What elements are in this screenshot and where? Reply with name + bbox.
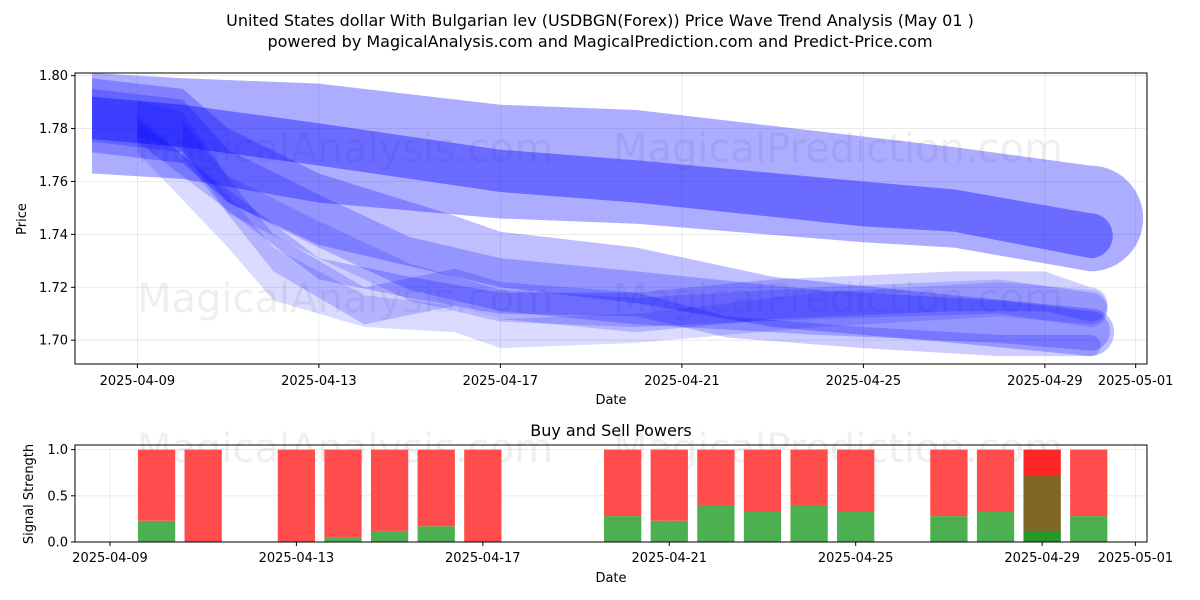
sell-power-bar (790, 449, 828, 506)
signal-y-tick-label: 0.0 (47, 536, 68, 551)
price-x-tick-label: 2025-05-01 (1098, 374, 1174, 389)
buy-power-bar (697, 505, 735, 542)
buy-power-bar (604, 516, 642, 542)
sell-power-bar (324, 449, 362, 538)
chart-title-line1: United States dollar With Bulgarian lev … (226, 11, 974, 30)
signal-x-tick-label: 2025-04-25 (818, 551, 894, 566)
watermark-analysis-top: MagicalAnalysis.com (137, 126, 553, 172)
signal-x-axis-label: Date (595, 571, 626, 586)
price-x-tick-label: 2025-04-13 (281, 374, 357, 389)
price-axes-frame (74, 72, 1148, 365)
price-wave-band (92, 96, 1113, 259)
signal-axes-frame (74, 444, 1148, 543)
price-wave-band (137, 120, 1101, 357)
price-panel: MagicalAnalysis.com MagicalPrediction.co… (15, 69, 1173, 408)
watermark-analysis-mid: MagicalAnalysis.com (137, 276, 553, 322)
sell-power-bar (137, 449, 176, 521)
signal-x-tick-label: 2025-05-01 (1098, 551, 1174, 566)
buy-power-bar (930, 516, 968, 542)
signal-bars (137, 449, 1108, 542)
signal-x-ticks: 2025-04-09 2025-04-13 2025-04-17 2025-04-21… (72, 542, 1173, 566)
price-x-tick-label: 2025-04-17 (463, 374, 539, 389)
sell-power-bar (976, 449, 1015, 512)
price-plot-area (75, 73, 1147, 364)
price-wave-bands (92, 73, 1144, 357)
signal-x-tick-label: 2025-04-29 (1004, 551, 1080, 566)
price-wave-band (92, 73, 1144, 272)
signal-y-tick-label: 1.0 (47, 443, 68, 458)
signal-x-tick-label: 2025-04-21 (631, 551, 707, 566)
price-y-tick-label: 1.78 (39, 122, 68, 137)
sell-power-bar (184, 449, 222, 542)
sell-power-bar (837, 449, 875, 512)
buy-power-overlay-bar (1023, 475, 1061, 542)
signal-y-axis-label: Signal Strength (22, 444, 37, 544)
signal-chart-title: Buy and Sell Powers (530, 421, 692, 440)
buy-power-bar (790, 505, 828, 542)
buy-power-bar (650, 520, 688, 542)
price-y-axis-label: Price (15, 203, 30, 235)
sell-power-bar (1070, 449, 1108, 517)
chart-title-line2: powered by MagicalAnalysis.com and Magic… (267, 32, 932, 51)
price-wave-band (137, 115, 1108, 349)
sell-power-bar (277, 449, 316, 542)
buy-power-bar (370, 530, 409, 542)
sell-power-bar (417, 449, 455, 527)
signal-panel: Buy and Sell Powers MagicalAnalysis.com … (22, 421, 1173, 586)
buy-power-bar (976, 511, 1015, 542)
price-wave-band (92, 78, 1115, 357)
signal-x-tick-label: 2025-04-09 (72, 551, 148, 566)
sell-power-bar (370, 449, 409, 531)
signal-y-tick-label: 0.5 (47, 489, 68, 504)
buy-power-bar (1070, 516, 1108, 542)
price-y-tick-label: 1.80 (39, 69, 68, 84)
sell-power-bar (743, 449, 782, 512)
watermark-prediction-top: MagicalPrediction.com (613, 126, 1063, 172)
price-x-tick-label: 2025-04-21 (644, 374, 720, 389)
price-x-tick-label: 2025-04-09 (100, 374, 176, 389)
sell-power-bar (650, 449, 688, 521)
price-x-axis-label: Date (595, 393, 626, 408)
price-x-ticks: 2025-04-09 2025-04-13 2025-04-17 2025-04-21… (100, 364, 1174, 389)
price-wave-band (137, 99, 1108, 327)
price-x-tick-label: 2025-04-29 (1007, 374, 1083, 389)
price-y-tick-label: 1.72 (39, 281, 68, 296)
price-wave-band (182, 120, 1108, 333)
buy-power-bar (324, 537, 362, 542)
watermark-prediction-mid: MagicalPrediction.com (613, 276, 1063, 322)
price-wave-band (92, 88, 1111, 351)
price-y-tick-label: 1.76 (39, 175, 68, 190)
price-watermarks: MagicalAnalysis.com MagicalPrediction.co… (137, 126, 1063, 322)
buy-power-bar (417, 526, 455, 542)
price-y-tick-label: 1.70 (39, 334, 68, 349)
sell-power-bar (604, 449, 642, 517)
buy-power-bar (137, 520, 176, 542)
price-gridlines (75, 73, 1147, 364)
signal-x-tick-label: 2025-04-17 (445, 551, 521, 566)
sell-power-bar (930, 449, 968, 517)
sell-power-bar (464, 449, 502, 542)
price-x-tick-label: 2025-04-25 (826, 374, 902, 389)
buy-power-bar (837, 511, 875, 542)
signal-y-ticks: 0.0 0.5 1.0 (47, 443, 75, 551)
sell-power-bar (697, 449, 735, 506)
price-y-ticks: 1.70 1.72 1.74 1.76 1.78 1.80 (39, 69, 75, 349)
sell-power-overlay-bar (1023, 449, 1061, 476)
buy-power-bar (743, 511, 782, 542)
price-y-tick-label: 1.74 (39, 228, 68, 243)
signal-x-tick-label: 2025-04-13 (259, 551, 335, 566)
